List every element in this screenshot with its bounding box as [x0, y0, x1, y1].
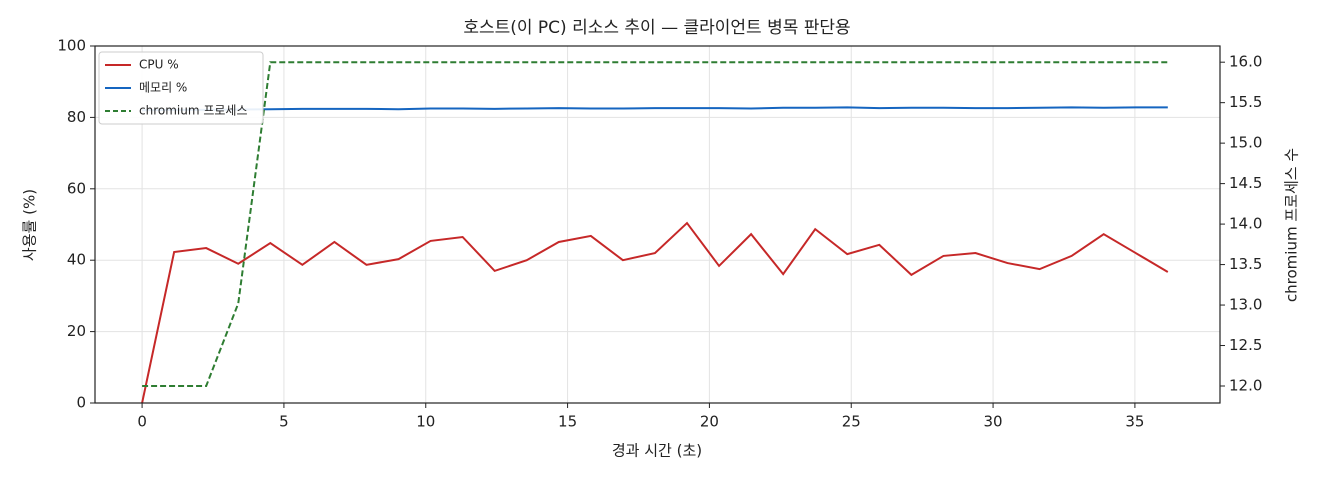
legend: CPU % 메모리 % chromium 프로세스: [98, 51, 264, 125]
x-tick-label: 25: [842, 413, 861, 431]
y2-tick-label: 12.5: [1229, 336, 1262, 354]
series-line: [142, 61, 1168, 387]
x-axis-label: 경과 시간 (초): [612, 442, 702, 460]
y-tick-label: 20: [67, 322, 86, 340]
y2-tick-label: 15.0: [1229, 134, 1262, 152]
y-tick-label: 80: [67, 108, 86, 126]
y2-tick-label: 12.0: [1229, 377, 1262, 395]
y2-tick-label: 13.5: [1229, 255, 1262, 273]
legend-label: CPU %: [139, 58, 179, 72]
x-tick-label: 0: [137, 413, 147, 431]
series-line: [142, 106, 1168, 112]
chart-title: 호스트(이 PC) 리소스 추이 — 클라이언트 병목 판단용: [463, 18, 850, 38]
x-tick-label: 20: [700, 413, 719, 431]
x-tick-label: 30: [984, 413, 1003, 431]
x-tick-label: 10: [416, 413, 435, 431]
y2-tick-label: 14.5: [1229, 174, 1262, 192]
plot-frame: [94, 45, 1221, 404]
y-tick-label: 0: [76, 394, 86, 412]
y2-axis-label: chromium 프로세스 수: [1283, 148, 1301, 302]
x-tick-label: 5: [279, 413, 289, 431]
x-tick-label: 35: [1125, 413, 1144, 431]
y-tick-label: 60: [67, 179, 86, 197]
x-tick-label: 15: [558, 413, 577, 431]
y2-tick-label: 14.0: [1229, 215, 1262, 233]
y-axis-label: 사용률 (%): [21, 189, 39, 261]
y-tick-label: 40: [67, 251, 86, 269]
legend-label: chromium 프로세스: [139, 104, 248, 118]
y2-tick-label: 15.5: [1229, 93, 1262, 111]
y-tick-label: 100: [57, 37, 86, 55]
legend-label: 메모리 %: [139, 81, 187, 95]
series-line: [141, 221, 1169, 404]
y2-tick-label: 16.0: [1229, 53, 1262, 71]
legend-box: [98, 51, 264, 125]
y2-tick-label: 13.0: [1229, 296, 1262, 314]
